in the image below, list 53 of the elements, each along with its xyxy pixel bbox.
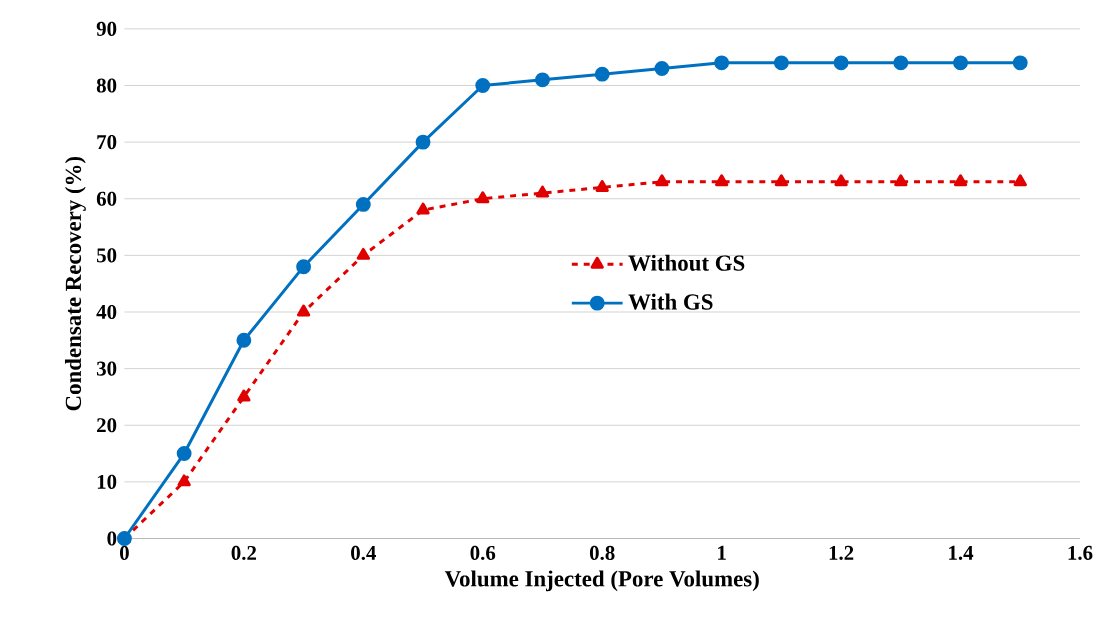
point bbox=[714, 55, 730, 71]
x-tick-label: 1.6 bbox=[1068, 545, 1093, 560]
point bbox=[176, 446, 192, 461]
x-axis-title: Volume Injected (Pore Volumes) bbox=[444, 570, 759, 592]
x-tick-label: 0.2 bbox=[231, 545, 257, 561]
y-tick-label: 90 bbox=[96, 21, 117, 36]
point bbox=[476, 191, 490, 204]
y-tick-label: 40 bbox=[96, 304, 117, 320]
y-tick-label: 60 bbox=[96, 191, 117, 206]
y-tick-label: 50 bbox=[97, 248, 117, 263]
point bbox=[535, 185, 550, 198]
y-tick-label: 10 bbox=[97, 474, 117, 489]
y-tick-label: 70 bbox=[97, 135, 117, 150]
point bbox=[236, 332, 252, 348]
point bbox=[894, 174, 908, 187]
point bbox=[1012, 55, 1028, 71]
point bbox=[655, 174, 669, 187]
point bbox=[594, 66, 610, 82]
point bbox=[415, 134, 431, 150]
y-tick-label: 20 bbox=[97, 418, 117, 433]
point bbox=[416, 202, 430, 215]
y-tick-label: 80 bbox=[96, 78, 117, 93]
point bbox=[237, 389, 251, 402]
x-tick-label: 0 bbox=[120, 545, 129, 560]
y-tick-label: 30 bbox=[96, 361, 117, 376]
point bbox=[356, 247, 370, 260]
x-tick-label: 0.8 bbox=[589, 545, 615, 561]
point bbox=[715, 174, 729, 187]
point bbox=[535, 72, 550, 88]
point bbox=[774, 174, 789, 187]
x-tick-label: 0.6 bbox=[470, 545, 496, 561]
legend-label: Without GS bbox=[628, 254, 745, 271]
x-tick-label: 1.2 bbox=[829, 545, 854, 560]
point bbox=[833, 55, 849, 71]
x-tick-label: 0.4 bbox=[351, 545, 376, 561]
point bbox=[355, 196, 371, 212]
point bbox=[654, 61, 670, 76]
legend-label: With GS bbox=[628, 293, 713, 310]
point bbox=[953, 174, 968, 187]
point bbox=[953, 55, 968, 71]
y-axis-title: Condensate Recovery (%) bbox=[64, 156, 86, 411]
point bbox=[893, 55, 909, 71]
point bbox=[296, 304, 311, 317]
point bbox=[177, 474, 191, 487]
y-tick-label: 0 bbox=[107, 531, 117, 546]
point bbox=[773, 55, 789, 71]
point bbox=[296, 259, 312, 275]
point bbox=[475, 78, 491, 93]
x-tick-label: 1 bbox=[718, 545, 726, 560]
point bbox=[595, 179, 609, 192]
point bbox=[1013, 174, 1027, 187]
point bbox=[834, 174, 848, 187]
x-tick-label: 1.4 bbox=[949, 545, 974, 560]
